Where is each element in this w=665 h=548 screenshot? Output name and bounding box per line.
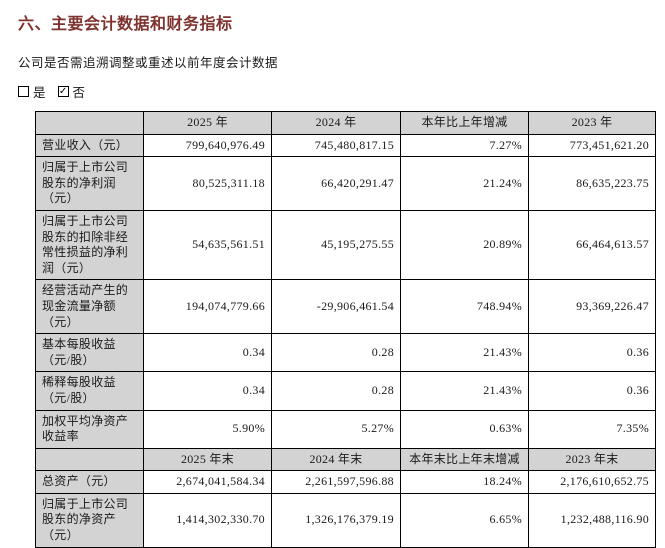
table-row-weighted-avg-roe: 加权平均净资产收益率 5.90% 5.27% 0.63% 7.35%: [35, 409, 656, 449]
checkbox-yes-label: 是: [33, 86, 46, 100]
restatement-answer-row: 是 ✓ 否: [18, 82, 655, 101]
cell-change: 748.94%: [400, 279, 529, 335]
table-row-basic-eps: 基本每股收益（元/股） 0.34 0.28 21.43% 0.36: [35, 333, 656, 373]
table-row-net-assets: 归属于上市公司股东的净资产（元） 1,414,302,330.70 1,326,…: [35, 492, 656, 548]
checkbox-unchecked-icon: [18, 86, 29, 97]
cell-2023: 86,635,223.75: [528, 156, 656, 211]
col-header-2024-end: 2024 年末: [271, 447, 401, 472]
row-label: 归属于上市公司股东的净利润（元）: [35, 156, 144, 211]
checkbox-checked-icon: ✓: [57, 86, 69, 97]
cell-2023: 1,232,488,116.90: [528, 492, 656, 548]
table-row-net-profit-excl-nonrecurring: 归属于上市公司股东的扣除非经常性损益的净利润（元） 54,635,561.51 …: [35, 209, 656, 281]
cell-change: 18.24%: [400, 470, 529, 494]
cell-2025: 0.34: [143, 333, 272, 373]
col-header-2023-end: 2023 年末: [528, 447, 656, 472]
cell-change: 0.63%: [400, 409, 529, 449]
cell-2023: 773,451,621.20: [528, 133, 656, 158]
cell-2024: -29,906,461.54: [271, 279, 401, 335]
cell-2024: 45,195,275.55: [271, 209, 401, 281]
table-row-total-assets: 总资产（元） 2,674,041,584.34 2,261,597,596.88…: [35, 470, 656, 494]
table-row-operating-cash-flow: 经营活动产生的现金流量净额（元） 194,074,779.66 -29,906,…: [35, 279, 656, 335]
cell-2025: 799,640,976.49: [143, 133, 272, 158]
cell-2025: 2,674,041,584.34: [143, 470, 272, 494]
col-header-2024: 2024 年: [271, 111, 401, 135]
header-blank-cell: [35, 111, 144, 135]
table-row-revenue: 营业收入（元） 799,640,976.49 745,480,817.15 7.…: [35, 133, 656, 158]
financial-indicators-table: 2025 年 2024 年 本年比上年增减 2023 年 营业收入（元） 799…: [35, 111, 656, 548]
table-row-diluted-eps: 稀释每股收益（元/股） 0.34 0.28 21.43% 0.36: [35, 371, 656, 411]
cell-2025: 80,525,311.18: [143, 156, 272, 211]
col-header-2023: 2023 年: [528, 111, 656, 135]
cell-2024: 5.27%: [271, 409, 401, 449]
cell-change: 7.27%: [400, 133, 529, 158]
cell-2025: 0.34: [143, 371, 272, 411]
cell-change: 20.89%: [400, 209, 529, 281]
table-header-row-annual: 2025 年 2024 年 本年比上年增减 2023 年: [35, 111, 656, 135]
cell-2024: 2,261,597,596.88: [271, 470, 401, 494]
cell-2025: 194,074,779.66: [143, 279, 272, 335]
cell-2025: 54,635,561.51: [143, 209, 272, 281]
row-label: 经营活动产生的现金流量净额（元）: [35, 279, 144, 335]
row-label: 归属于上市公司股东的扣除非经常性损益的净利润（元）: [35, 209, 144, 281]
section-title: 六、主要会计数据和财务指标: [18, 14, 233, 33]
col-header-2025: 2025 年: [143, 111, 272, 135]
row-label: 稀释每股收益（元/股）: [35, 371, 144, 411]
table-row-net-profit: 归属于上市公司股东的净利润（元） 80,525,311.18 66,420,29…: [35, 156, 656, 211]
cell-2023: 66,464,613.57: [528, 209, 656, 281]
cell-change: 21.43%: [400, 371, 529, 411]
cell-2025: 1,414,302,330.70: [143, 492, 272, 548]
restatement-question: 公司是否需追溯调整或重述以前年度会计数据: [18, 56, 279, 70]
row-label: 基本每股收益（元/股）: [35, 333, 144, 373]
cell-2023: 2,176,610,652.75: [528, 470, 656, 494]
cell-2023: 93,369,226.47: [528, 279, 656, 335]
cell-2024: 1,326,176,379.19: [271, 492, 401, 548]
col-header-2025-end: 2025 年末: [143, 447, 272, 472]
cell-2024: 0.28: [271, 333, 401, 373]
row-label: 加权平均净资产收益率: [35, 409, 144, 449]
row-label: 总资产（元）: [35, 470, 144, 494]
cell-2024: 745,480,817.15: [271, 133, 401, 158]
cell-2025: 5.90%: [143, 409, 272, 449]
cell-2024: 66,420,291.47: [271, 156, 401, 211]
cell-2023: 0.36: [528, 371, 656, 411]
table-header-row-period-end: 2025 年末 2024 年末 本年末比上年末增减 2023 年末: [35, 447, 656, 472]
col-header-yoy-change: 本年比上年增减: [400, 111, 529, 135]
col-header-end-change: 本年末比上年末增减: [400, 447, 529, 472]
row-label: 归属于上市公司股东的净资产（元）: [35, 492, 144, 548]
cell-2023: 0.36: [528, 333, 656, 373]
cell-change: 21.24%: [400, 156, 529, 211]
row-label: 营业收入（元）: [35, 133, 144, 158]
cell-2023: 7.35%: [528, 409, 656, 449]
cell-change: 6.65%: [400, 492, 529, 548]
checkbox-no-label: 否: [72, 86, 86, 100]
cell-change: 21.43%: [400, 333, 529, 373]
cell-2024: 0.28: [271, 371, 401, 411]
header-blank-cell: [35, 447, 144, 472]
